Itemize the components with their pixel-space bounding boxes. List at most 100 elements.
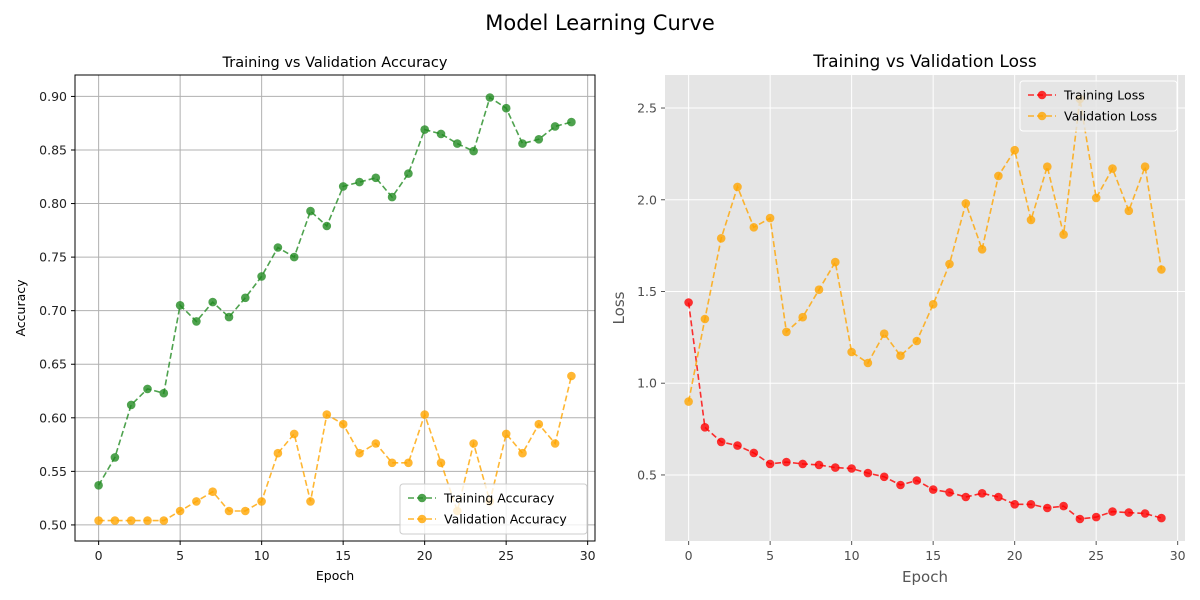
data-point-validation-accuracy (355, 448, 364, 458)
legend-marker-validation-loss (1037, 111, 1047, 121)
data-point-training-loss (863, 468, 873, 478)
x-tick-label: 25 (498, 548, 514, 563)
data-point-training-accuracy (126, 400, 136, 410)
data-point-training-loss (1043, 503, 1052, 513)
data-point-training-accuracy (224, 312, 234, 322)
data-point-validation-loss (977, 245, 987, 254)
data-point-validation-loss (765, 213, 775, 223)
y-tick-label: 0.80 (39, 196, 67, 211)
data-point-validation-loss (814, 285, 824, 295)
data-point-training-loss (847, 464, 856, 473)
x-tick-label: 5 (176, 548, 184, 563)
data-point-training-accuracy (241, 293, 250, 303)
loss-chart: 0 5 10 15 20 25 30 0.5 1.0 1.5 2.0 2.5 Training vs V… (610, 52, 1186, 586)
legend-label-training-accuracy: Training Accuracy (443, 491, 555, 506)
y-tick-label: 0.70 (39, 303, 67, 318)
data-point-validation-accuracy (322, 410, 332, 419)
data-point-training-accuracy (550, 122, 560, 131)
data-point-training-accuracy (371, 173, 381, 183)
data-point-validation-loss (961, 199, 971, 208)
x-tick-label: 30 (580, 548, 596, 563)
data-point-training-loss (928, 485, 938, 494)
data-point-training-loss (994, 492, 1003, 502)
data-point-validation-accuracy (518, 448, 527, 458)
legend-marker-training-accuracy (417, 493, 427, 503)
data-point-validation-accuracy (338, 419, 348, 429)
data-point-validation-loss (879, 329, 889, 339)
x-tick-label: 25 (1088, 548, 1104, 563)
y-tick-label: 0.90 (39, 89, 67, 104)
data-point-training-accuracy (257, 272, 266, 281)
data-point-training-loss (798, 459, 807, 469)
data-point-validation-accuracy (306, 497, 315, 506)
legend-marker-training-loss (1037, 90, 1047, 100)
data-point-validation-loss (1059, 230, 1068, 239)
data-point-training-accuracy (273, 243, 283, 252)
data-point-training-accuracy (143, 384, 152, 394)
data-point-training-accuracy (485, 93, 495, 102)
data-point-validation-accuracy (567, 371, 576, 381)
x-tick-label: 0 (685, 548, 693, 563)
data-point-training-accuracy (159, 388, 169, 398)
legend-label-training-loss: Training Loss (1063, 88, 1145, 103)
data-point-validation-accuracy (404, 458, 413, 468)
legend-box (1019, 80, 1178, 132)
data-point-validation-loss (1043, 162, 1052, 171)
data-point-validation-loss (945, 259, 954, 269)
data-point-training-accuracy (404, 169, 413, 178)
data-point-training-loss (831, 463, 840, 472)
data-point-training-loss (1026, 500, 1036, 509)
data-point-validation-loss (896, 351, 905, 361)
data-point-training-loss (749, 448, 759, 458)
data-point-training-loss (896, 480, 905, 490)
data-point-training-loss (700, 423, 710, 432)
data-point-training-accuracy (355, 177, 364, 187)
legend-marker-validation-accuracy (417, 514, 427, 524)
plot-area (665, 75, 1185, 541)
data-point-validation-loss (798, 312, 807, 322)
data-point-training-accuracy (306, 206, 315, 216)
y-axis-label: Accuracy (13, 279, 28, 337)
data-point-validation-loss (749, 223, 759, 232)
y-tick-label: 0.85 (39, 142, 67, 157)
data-point-validation-accuracy (436, 458, 446, 468)
data-point-training-loss (765, 459, 775, 469)
data-point-validation-loss (994, 171, 1003, 181)
data-point-validation-accuracy (469, 439, 478, 448)
data-point-validation-accuracy (126, 516, 136, 525)
data-point-validation-accuracy (143, 516, 152, 525)
y-tick-label: 0.75 (39, 250, 67, 265)
figure-title: Model Learning Curve (485, 11, 715, 35)
data-point-training-loss (1140, 509, 1150, 518)
data-point-training-loss (945, 488, 954, 497)
data-point-validation-loss (684, 397, 693, 406)
data-point-validation-loss (1157, 265, 1166, 274)
data-point-validation-accuracy (241, 506, 250, 516)
data-point-validation-accuracy (224, 506, 234, 516)
x-tick-label: 5 (766, 548, 774, 563)
data-point-training-loss (879, 472, 889, 482)
data-point-validation-loss (700, 314, 710, 324)
legend: Training Accuracy Validation Accuracy (399, 483, 588, 535)
data-point-validation-loss (733, 182, 742, 192)
data-point-training-accuracy (208, 297, 217, 307)
y-tick-label: 1.5 (637, 284, 657, 299)
data-point-validation-accuracy (175, 506, 185, 516)
legend-box (399, 483, 588, 535)
data-point-training-accuracy (387, 192, 397, 202)
data-point-validation-accuracy (289, 429, 299, 439)
data-point-validation-accuracy (159, 516, 169, 525)
data-point-training-loss (1124, 508, 1134, 517)
data-point-validation-loss (782, 327, 791, 337)
data-point-training-loss (912, 476, 922, 485)
data-point-validation-accuracy (94, 516, 103, 525)
data-point-validation-loss (847, 347, 856, 357)
data-point-training-accuracy (453, 139, 462, 148)
data-point-validation-loss (863, 358, 873, 368)
x-tick-label: 20 (417, 548, 433, 563)
data-point-training-accuracy (192, 317, 201, 326)
y-tick-label: 0.60 (39, 410, 67, 425)
data-point-validation-accuracy (387, 458, 397, 468)
data-point-training-loss (782, 457, 791, 467)
y-axis-label: Loss (610, 291, 628, 324)
